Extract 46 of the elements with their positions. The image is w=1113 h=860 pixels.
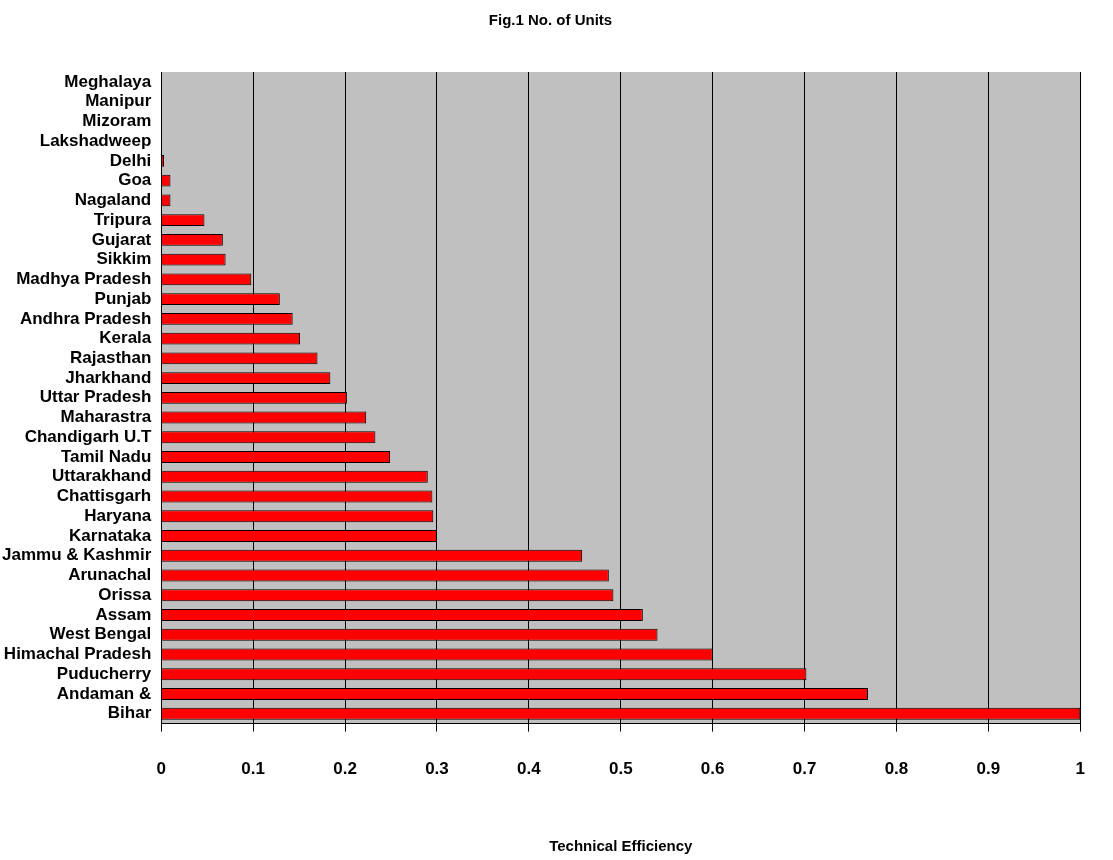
y-tick-label: Lakshadweep xyxy=(39,130,152,150)
y-tick-label: Kerala xyxy=(99,328,152,348)
x-tick-label: 0.8 xyxy=(884,759,909,779)
x-tick-label: 0.3 xyxy=(425,759,449,779)
y-tick-label: Andaman & xyxy=(56,683,152,703)
y-tick-label: Meghalaya xyxy=(64,71,152,91)
x-tick-label: 0.4 xyxy=(517,759,542,779)
y-tick-label: Delhi xyxy=(109,150,152,170)
y-tick-label: Uttar Pradesh xyxy=(39,387,152,407)
y-tick-label: Bihar xyxy=(107,703,152,723)
y-tick-label: Nagaland xyxy=(74,190,152,210)
y-tick-label: Chattisgarh xyxy=(56,486,152,506)
y-tick-label: Jammu & Kashmir xyxy=(1,545,152,565)
y-tick-label: Haryana xyxy=(84,505,152,525)
y-tick-label: Uttarakhand xyxy=(52,466,152,486)
x-tick-label: 0.6 xyxy=(700,759,725,779)
y-tick-label: Maharastra xyxy=(60,407,152,427)
x-tick-label: 0 xyxy=(156,759,167,779)
y-tick-label: Tripura xyxy=(93,209,152,229)
y-tick-label: Sikkim xyxy=(96,249,152,269)
x-tick-label: 0.9 xyxy=(976,759,1001,779)
x-tick-label: 0.1 xyxy=(241,759,265,779)
y-tick-label: Punjab xyxy=(94,288,152,308)
y-tick-label: Mizoram xyxy=(82,111,152,131)
chart-title: Fig.1 No. of Units xyxy=(488,11,613,29)
y-tick-label: Chandigarh U.T xyxy=(24,426,152,446)
x-tick-label: 0.7 xyxy=(792,759,817,779)
x-axis-title: Technical Efficiency xyxy=(549,837,693,855)
y-tick-label: Goa xyxy=(118,170,152,190)
y-tick-label: Karnataka xyxy=(69,525,152,545)
y-tick-label: Orissa xyxy=(98,584,152,604)
y-tick-label: Rajasthan xyxy=(70,348,152,367)
x-tick-label: 0.5 xyxy=(608,759,633,779)
y-tick-label: Gujarat xyxy=(91,229,152,249)
y-tick-label: Andhra Pradesh xyxy=(19,308,152,328)
y-tick-label: Manipur xyxy=(85,91,152,111)
y-tick-label: West Bengal xyxy=(49,624,152,644)
y-tick-label: Tamil Nadu xyxy=(60,446,152,466)
y-tick-label: Arunachal xyxy=(68,565,152,585)
y-tick-label: Puducherry xyxy=(56,663,152,683)
y-tick-label: Jharkhand xyxy=(65,367,152,387)
y-tick-label: Madhya Pradesh xyxy=(16,269,152,289)
x-tick-label: 0.2 xyxy=(333,759,357,779)
y-tick-label: Himachal Pradesh xyxy=(3,644,152,664)
x-tick-label: 1 xyxy=(1075,759,1086,779)
y-tick-label: Assam xyxy=(95,604,152,624)
